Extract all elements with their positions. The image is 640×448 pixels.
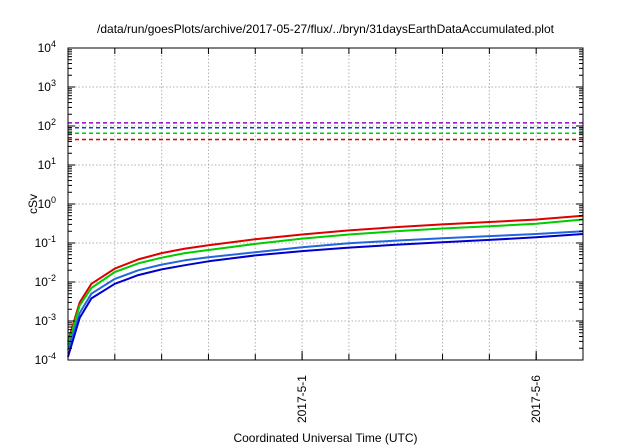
y-tick-label: 104	[38, 39, 56, 55]
x-tick-label: 2017-5-1	[295, 375, 309, 423]
series-line-3	[67, 230, 584, 351]
series-layer	[67, 122, 584, 358]
grid	[68, 48, 583, 360]
y-tick-label: 100	[38, 195, 56, 211]
y-tick-label: 10-1	[35, 234, 56, 250]
y-tick-label: 10-2	[35, 273, 56, 289]
y-axis-title: cSv	[26, 194, 40, 214]
y-tick-label: 103	[38, 78, 56, 94]
x-axis-title: Coordinated Universal Time (UTC)	[233, 431, 417, 445]
series-line-1	[67, 214, 584, 342]
y-tick-label: 10-4	[35, 351, 56, 367]
y-tick-label: 10-3	[35, 312, 56, 328]
chart-title: /data/run/goesPlots/archive/2017-05-27/f…	[97, 22, 555, 36]
axis-ticks	[68, 47, 583, 361]
y-tick-label: 101	[38, 156, 56, 172]
y-tick-label: 102	[38, 117, 56, 133]
x-tick-label: 2017-5-6	[529, 375, 543, 423]
axis-labels: 10-4 10-3 10-2 10-1 100 101 102 103 104 2017-5-1 2…	[35, 39, 544, 423]
series-line-2	[67, 218, 584, 345]
series-line-4	[67, 233, 584, 358]
